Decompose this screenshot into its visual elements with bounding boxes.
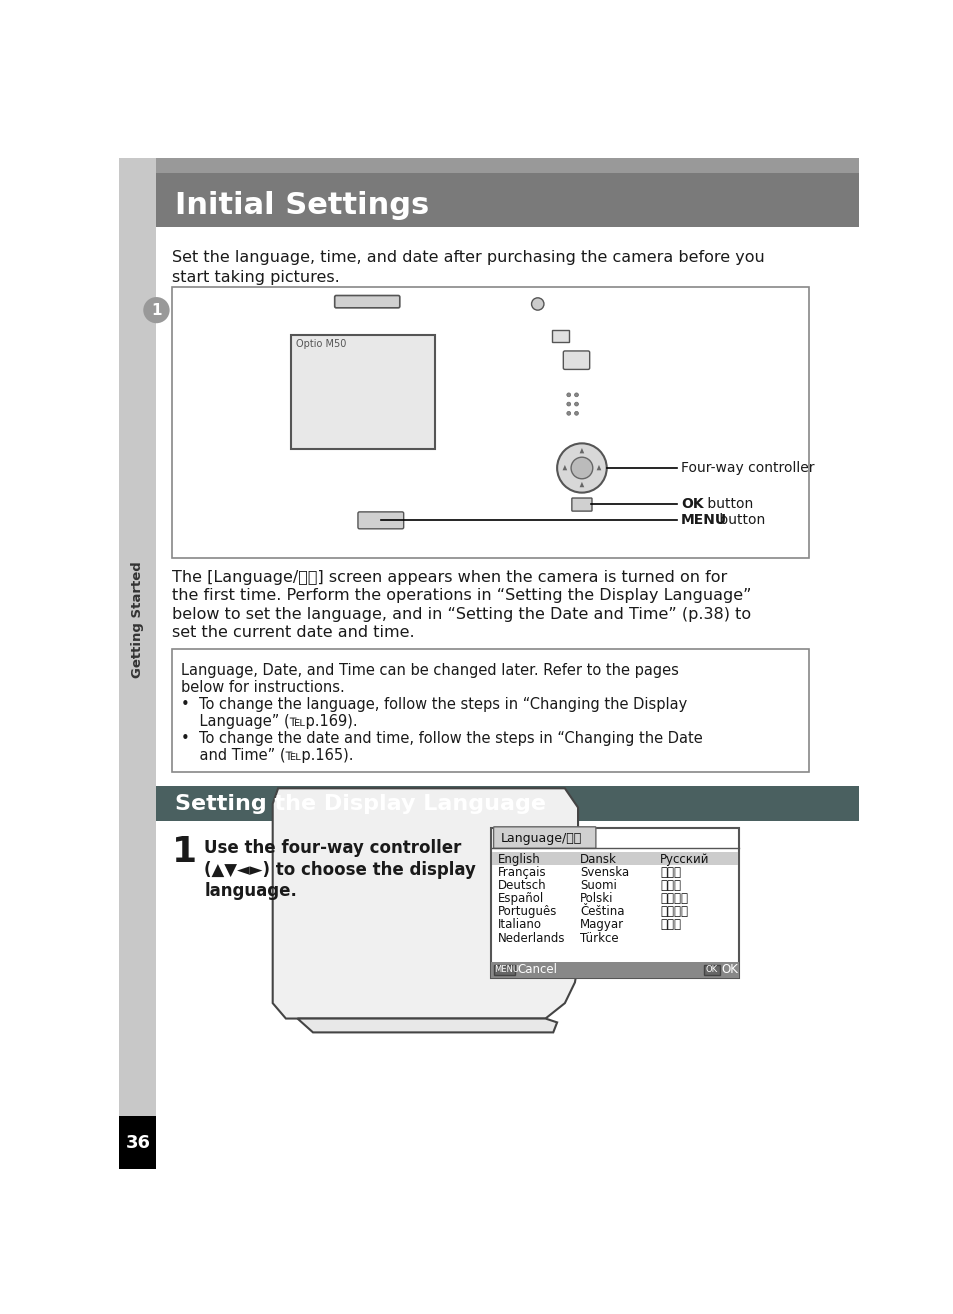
Text: Suomi: Suomi bbox=[579, 879, 617, 892]
Text: Dansk: Dansk bbox=[579, 853, 617, 866]
Circle shape bbox=[566, 393, 570, 397]
Bar bbox=[156, 158, 858, 227]
Text: Español: Español bbox=[497, 892, 543, 905]
Text: Nederlands: Nederlands bbox=[497, 932, 564, 945]
Bar bbox=[551, 330, 568, 343]
Text: Cancel: Cancel bbox=[517, 963, 557, 976]
Text: Language, Date, and Time can be changed later. Refer to the pages: Language, Date, and Time can be changed … bbox=[181, 662, 679, 678]
Text: 日本語: 日本語 bbox=[659, 918, 680, 932]
Circle shape bbox=[531, 298, 543, 310]
Circle shape bbox=[566, 411, 570, 415]
Bar bbox=[119, 158, 156, 1169]
Text: Čeština: Čeština bbox=[579, 905, 624, 918]
Polygon shape bbox=[297, 1018, 557, 1033]
FancyBboxPatch shape bbox=[357, 512, 403, 528]
Bar bbox=[491, 962, 739, 978]
Text: below for instructions.: below for instructions. bbox=[181, 679, 345, 695]
Text: MENU: MENU bbox=[680, 514, 726, 527]
Text: 1: 1 bbox=[172, 836, 197, 870]
Text: 中文简体: 中文简体 bbox=[659, 905, 687, 918]
Text: OK: OK bbox=[704, 964, 717, 974]
Bar bbox=[172, 649, 808, 773]
Text: Magyar: Magyar bbox=[579, 918, 624, 932]
Text: Deutsch: Deutsch bbox=[497, 879, 545, 892]
Text: OK: OK bbox=[720, 963, 738, 976]
Polygon shape bbox=[273, 788, 578, 1018]
Text: Getting Started: Getting Started bbox=[132, 561, 144, 678]
Text: set the current date and time.: set the current date and time. bbox=[172, 625, 415, 640]
FancyBboxPatch shape bbox=[703, 964, 720, 975]
Text: Türkce: Türkce bbox=[579, 932, 618, 945]
Text: Русский: Русский bbox=[659, 853, 709, 866]
Text: Optio M50: Optio M50 bbox=[295, 339, 346, 350]
FancyBboxPatch shape bbox=[335, 296, 399, 307]
Text: 한국어: 한국어 bbox=[659, 879, 680, 892]
Text: 1: 1 bbox=[151, 302, 161, 318]
Text: Language/言語: Language/言語 bbox=[500, 832, 581, 845]
FancyBboxPatch shape bbox=[562, 351, 589, 369]
Text: Initial Settings: Initial Settings bbox=[174, 191, 429, 219]
Text: below to set the language, and in “Setting the Date and Time” (p.38) to: below to set the language, and in “Setti… bbox=[172, 607, 750, 622]
FancyBboxPatch shape bbox=[493, 964, 515, 975]
Text: Setting the Display Language: Setting the Display Language bbox=[174, 794, 545, 813]
Text: Language” (℡p.169).: Language” (℡p.169). bbox=[181, 714, 357, 729]
Circle shape bbox=[557, 443, 606, 493]
Bar bbox=[156, 786, 858, 821]
Bar bbox=[491, 828, 739, 978]
Bar bbox=[172, 286, 808, 558]
Text: OK: OK bbox=[680, 497, 703, 511]
Circle shape bbox=[574, 402, 578, 406]
Circle shape bbox=[566, 402, 570, 406]
Polygon shape bbox=[562, 465, 567, 470]
Text: Italiano: Italiano bbox=[497, 918, 541, 932]
Text: •  To change the language, follow the steps in “Changing the Display: • To change the language, follow the ste… bbox=[181, 696, 687, 712]
Text: The [Language/言語] screen appears when the camera is turned on for: The [Language/言語] screen appears when th… bbox=[172, 570, 726, 585]
Text: language.: language. bbox=[204, 882, 297, 900]
Bar bbox=[291, 335, 435, 449]
Bar bbox=[156, 158, 858, 173]
Polygon shape bbox=[596, 465, 600, 470]
Text: start taking pictures.: start taking pictures. bbox=[172, 271, 339, 285]
Circle shape bbox=[574, 411, 578, 415]
Text: •  To change the date and time, follow the steps in “Changing the Date: • To change the date and time, follow th… bbox=[181, 731, 702, 745]
Text: ไทย: ไทย bbox=[659, 866, 680, 879]
Text: Polski: Polski bbox=[579, 892, 613, 905]
Text: button: button bbox=[715, 514, 764, 527]
Circle shape bbox=[574, 393, 578, 397]
Bar bbox=[119, 1116, 156, 1169]
Circle shape bbox=[143, 297, 170, 323]
Circle shape bbox=[571, 457, 592, 478]
Bar bbox=[492, 853, 738, 866]
Text: button: button bbox=[702, 497, 752, 511]
Text: Use the four-way controller: Use the four-way controller bbox=[204, 840, 461, 857]
Text: Set the language, time, and date after purchasing the camera before you: Set the language, time, and date after p… bbox=[172, 250, 764, 265]
Text: and Time” (℡p.165).: and Time” (℡p.165). bbox=[181, 748, 354, 762]
Text: Svenska: Svenska bbox=[579, 866, 629, 879]
Text: 36: 36 bbox=[125, 1134, 151, 1151]
Text: the first time. Perform the operations in “Setting the Display Language”: the first time. Perform the operations i… bbox=[172, 589, 751, 603]
Text: English: English bbox=[497, 853, 539, 866]
Text: Português: Português bbox=[497, 905, 557, 918]
Text: Français: Français bbox=[497, 866, 545, 879]
FancyBboxPatch shape bbox=[493, 827, 596, 849]
Text: MENU: MENU bbox=[494, 964, 518, 974]
FancyBboxPatch shape bbox=[571, 498, 592, 511]
Text: Four-way controller: Four-way controller bbox=[680, 461, 814, 474]
Polygon shape bbox=[579, 482, 583, 487]
Text: 中文繁體: 中文繁體 bbox=[659, 892, 687, 905]
Text: (▲▼◄►) to choose the display: (▲▼◄►) to choose the display bbox=[204, 861, 476, 879]
Polygon shape bbox=[579, 448, 583, 453]
